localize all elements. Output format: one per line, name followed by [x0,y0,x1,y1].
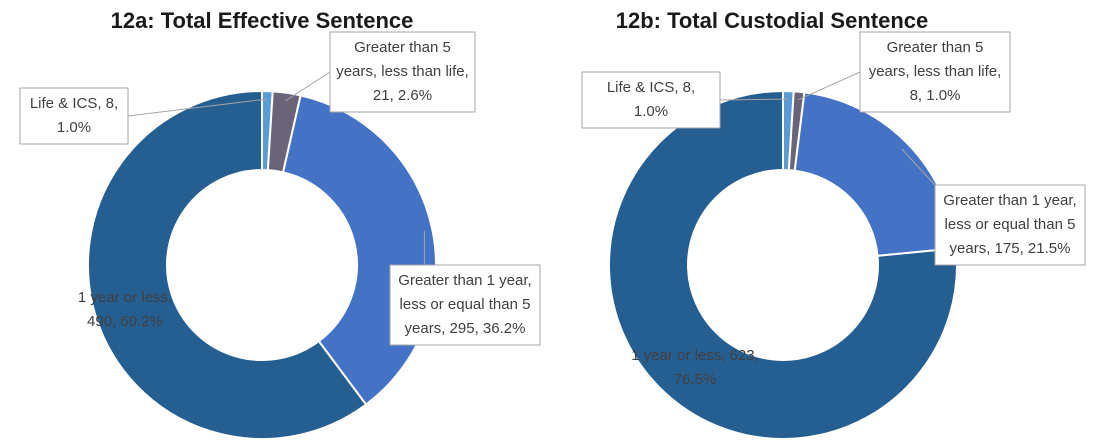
label-box [389,264,541,346]
leader-line [127,98,268,117]
data-label: Greater than 1 year, less or equal than 5… [943,192,1076,257]
leader-line [798,71,861,101]
leader-line [719,98,789,101]
donut-slice [87,89,368,440]
donut-slice [793,91,958,257]
leader-line [901,148,936,186]
data-label-group: Life & ICS, 8, 1.0% [19,87,268,145]
data-label-group: Greater than 1 year, less or equal than 5… [389,230,541,346]
data-label: Life & ICS, 8, 1.0% [30,95,118,136]
data-label-group: 1 year or less, 623, 76.5% [631,347,759,388]
label-box [934,184,1086,266]
data-label-group: Greater than 1 year, less or equal than 5… [901,148,1086,266]
data-label-group: Greater than 5 years, less than life, 21, … [285,31,476,113]
leader-line [285,71,331,102]
label-box [581,71,721,129]
data-label: Greater than 5 years, less than life, 21, … [336,39,469,104]
data-label-group: 1 year or less, 490, 60.2% [78,289,172,330]
data-label-group: Greater than 5 years, less than life, 8, 1… [798,31,1011,113]
data-label: Greater than 1 year, less or equal than 5… [398,272,531,337]
data-label: 1 year or less, 490, 60.2% [78,289,172,330]
label-box [859,31,1011,113]
label-box [19,87,129,145]
data-label: Life & ICS, 8, 1.0% [607,79,695,120]
data-label: 1 year or less, 623, 76.5% [631,347,759,388]
data-label: Greater than 5 years, less than life, 8, 1… [869,39,1002,104]
data-label-group: Life & ICS, 8, 1.0% [581,71,789,129]
chart-title: 12b: Total Custodial Sentence [616,8,929,33]
label-box [329,31,476,113]
chart-title: 12a: Total Effective Sentence [111,8,414,33]
